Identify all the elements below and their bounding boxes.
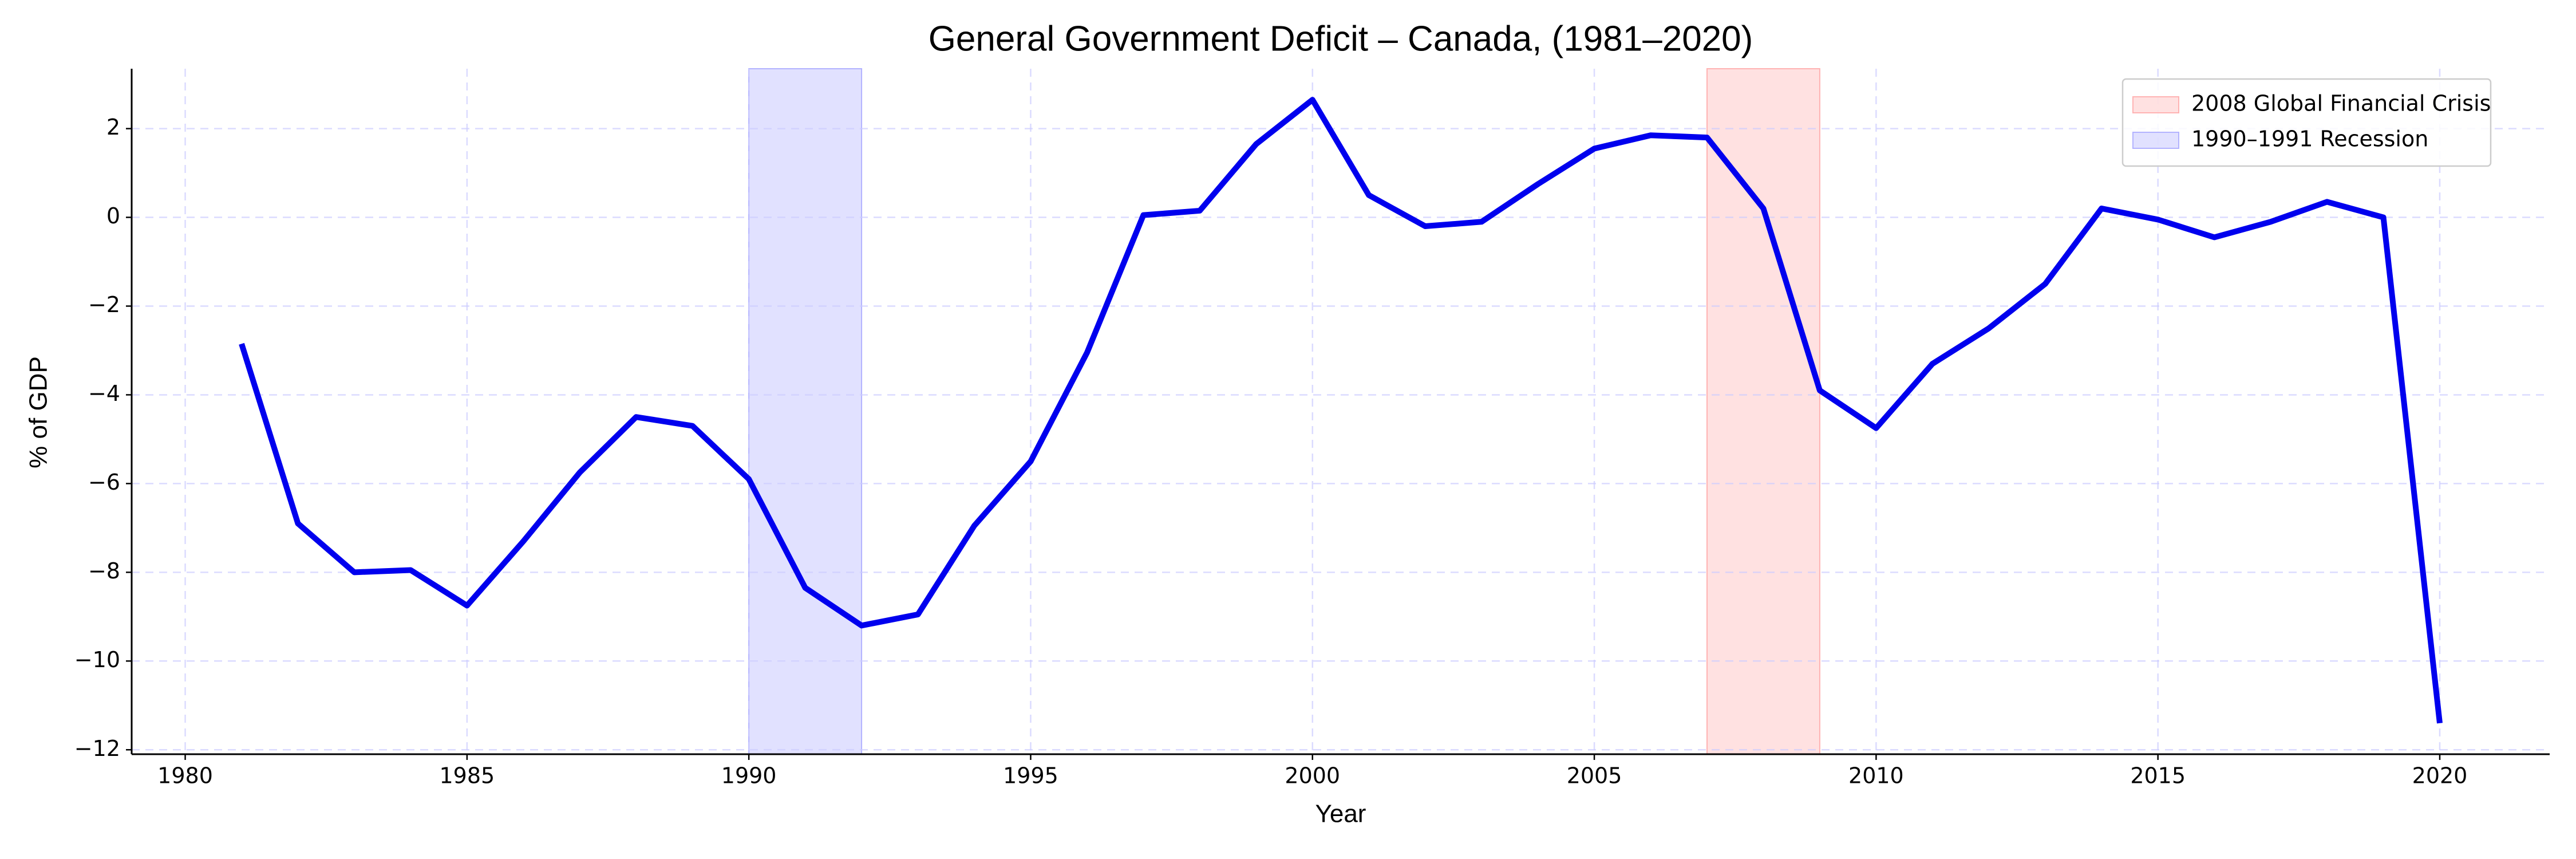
shaded-span [748, 68, 863, 755]
y-tick-label: 0 [106, 203, 120, 228]
x-tick-label: 1980 [157, 763, 213, 789]
x-tick-label: 1995 [1003, 763, 1058, 789]
x-tick-label: 1985 [439, 763, 495, 789]
x-tick-label: 2000 [1285, 763, 1340, 789]
x-tick-label: 2005 [1567, 763, 1622, 789]
legend-swatch [2132, 132, 2179, 149]
legend-label: 2008 Global Financial Crisis [2191, 91, 2491, 116]
y-tick-label: −8 [88, 558, 120, 584]
x-tick-label: 2015 [2130, 763, 2186, 789]
x-tick-label: 1990 [721, 763, 777, 789]
y-tick-label: −2 [88, 292, 120, 317]
legend-label: 1990–1991 Recession [2191, 127, 2428, 152]
chart-title: General Government Deficit – Canada, (19… [929, 19, 1753, 58]
y-tick-label: −10 [74, 647, 120, 672]
data-line [239, 97, 2443, 724]
legend-box [2121, 78, 2492, 167]
x-tick-label: 2010 [1848, 763, 1904, 789]
shaded-span [1706, 68, 1820, 755]
y-axis-label: % of GDP [25, 356, 53, 468]
y-tick-label: −4 [88, 381, 120, 406]
legend-swatch [2132, 96, 2179, 113]
x-axis-label: Year [1315, 800, 1366, 828]
y-tick-label: 2 [106, 115, 120, 140]
x-tick-label: 2020 [2412, 763, 2468, 789]
y-tick-label: −6 [88, 470, 120, 495]
y-tick-label: −12 [74, 736, 120, 761]
